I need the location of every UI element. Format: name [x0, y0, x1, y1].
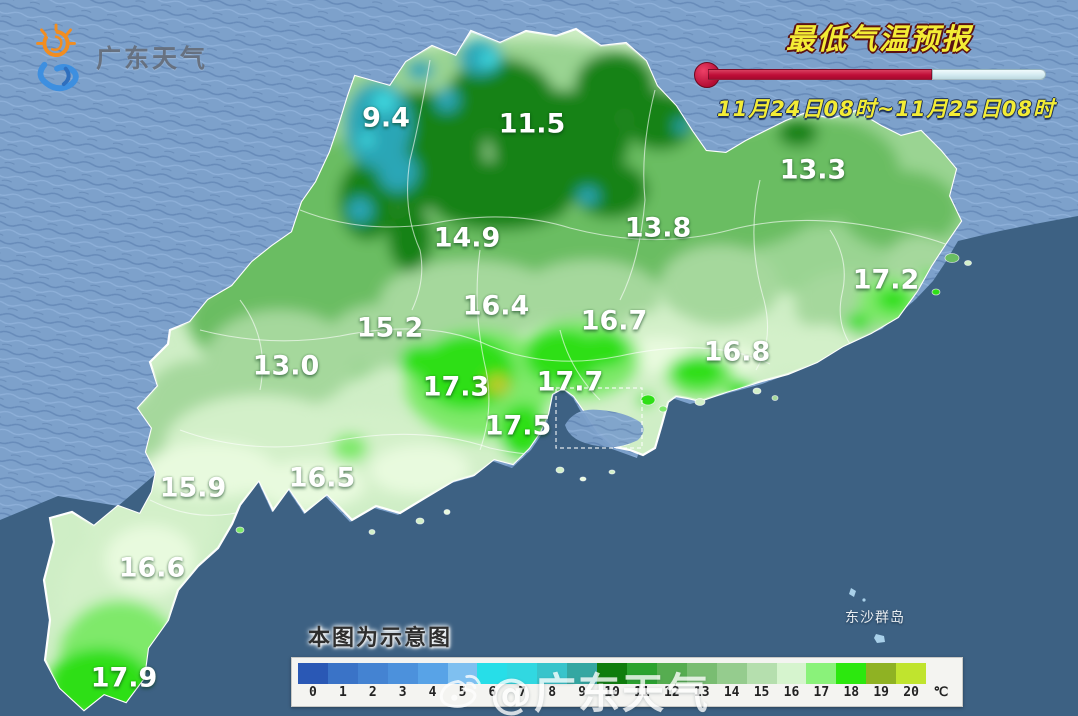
legend-unit-cell: ℃ [926, 663, 956, 703]
legend-tick-label: 9 [578, 685, 587, 700]
legend-cell: 6 [477, 663, 508, 703]
legend-cell: 2 [357, 663, 388, 703]
legend-tick-label: 16 [783, 685, 800, 700]
legend-tick-label: 13 [693, 685, 710, 700]
sun-swirl-logo-icon [36, 23, 79, 92]
legend-tick-label: 3 [398, 685, 407, 700]
legend-swatch [357, 663, 388, 684]
page-title: 最低气温预报 [785, 22, 972, 56]
legend-cell: 0 [298, 663, 328, 703]
legend-swatch [298, 663, 328, 684]
legend-swatch [537, 663, 568, 684]
legend-swatch [447, 663, 478, 684]
legend-cell: 20 [896, 663, 927, 703]
legend-tick-label: 10 [604, 685, 620, 700]
thermometer-light-bar [932, 69, 1046, 80]
legend-tick-label: 8 [548, 685, 557, 700]
legend-cell: 12 [656, 663, 687, 703]
legend-tick-label: 20 [903, 685, 919, 700]
legend-swatch [567, 663, 598, 684]
legend-swatch [746, 663, 777, 684]
legend-cell: 17 [806, 663, 837, 703]
thermometer-graphic [694, 61, 1078, 89]
legend-swatch [597, 663, 627, 684]
legend-tick-label: 12 [664, 685, 680, 700]
legend-swatch [836, 663, 867, 684]
legend-swatch [896, 663, 927, 684]
legend-swatch [656, 663, 687, 684]
legend-tick-label: 5 [458, 685, 467, 700]
coastal-islands [235, 253, 972, 535]
legend-swatch [507, 663, 538, 684]
legend-scale: 0 1 2 3 4 5 6 7 8 9 10 11 12 13 14 15 16 17 18 19 20 ℃ [291, 657, 963, 707]
dongsha-islands [849, 588, 885, 643]
legend-swatch [866, 663, 897, 684]
legend-tick-label: 14 [723, 685, 740, 700]
legend-unit: ℃ [933, 685, 949, 700]
legend-swatch [387, 663, 418, 684]
legend-cell: 13 [686, 663, 717, 703]
legend-tick-label: 6 [488, 685, 497, 700]
legend-swatch [417, 663, 448, 684]
legend-cell: 9 [567, 663, 598, 703]
legend-swatch [626, 663, 657, 684]
legend-cell: 8 [537, 663, 568, 703]
legend-tick-label: 18 [843, 685, 860, 700]
dongsha-label: 东沙群岛 [845, 610, 905, 626]
legend-tick-label: 1 [338, 685, 347, 700]
legend-cell: 11 [626, 663, 657, 703]
legend-cell: 1 [327, 663, 358, 703]
legend-cell: 10 [597, 663, 627, 703]
legend-cell: 18 [836, 663, 867, 703]
legend-tick-label: 2 [368, 685, 377, 700]
legend-tick-label: 4 [428, 685, 437, 700]
legend-cell: 7 [507, 663, 538, 703]
legend-cell: 16 [776, 663, 807, 703]
header-title-block: 最低气温预报 11月24日08时~11月25日08时 [694, 16, 1078, 123]
thermometer-red-bar [708, 69, 932, 80]
legend-cell: 14 [716, 663, 747, 703]
dashed-boundary-box [555, 387, 643, 449]
legend-swatch [926, 663, 956, 684]
legend-swatch [716, 663, 747, 684]
legend-swatch [686, 663, 717, 684]
sea [0, 216, 1078, 716]
legend-cell: 15 [746, 663, 777, 703]
logo-text: 广东天气 [96, 44, 209, 73]
legend-tick-label: 7 [518, 685, 527, 700]
legend-tick-label: 17 [813, 685, 830, 700]
forecast-date-range: 11月24日08时~11月25日08时 [717, 97, 1055, 121]
legend-cell: 5 [447, 663, 478, 703]
legend-tick-label: 0 [309, 685, 317, 700]
legend-swatch [477, 663, 508, 684]
legend-tick-label: 19 [873, 685, 889, 700]
legend-swatch [327, 663, 358, 684]
legend-cell: 4 [417, 663, 448, 703]
legend-tick-label: 11 [634, 685, 650, 700]
station-logo: 广东天气 [26, 20, 208, 94]
legend-swatch [806, 663, 837, 684]
schematic-note: 本图为示意图 [308, 626, 453, 651]
legend-swatch [776, 663, 807, 684]
legend-cell: 3 [387, 663, 418, 703]
legend-tick-label: 15 [753, 685, 770, 700]
estuary-island [565, 409, 644, 448]
legend-cell: 19 [866, 663, 897, 703]
